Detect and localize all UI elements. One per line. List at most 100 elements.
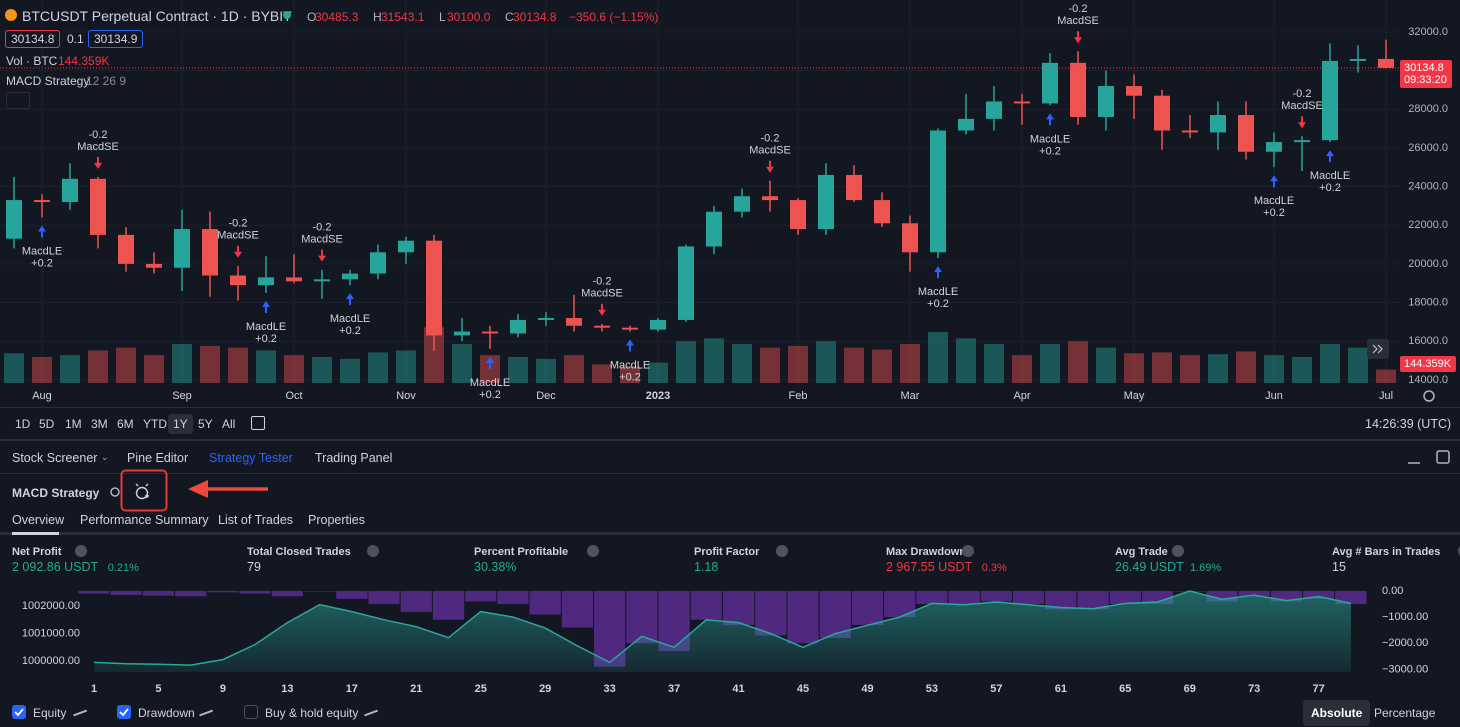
candle-body <box>1266 142 1282 152</box>
candle-body <box>6 200 22 239</box>
price-chart: 14000.0 16000.0 18000.0 20000.0 22000.0 24000… <box>0 3 1456 402</box>
clock: 14:26:39 (UTC) <box>1365 417 1452 431</box>
alert-icon[interactable] <box>135 486 149 500</box>
settings-icon[interactable] <box>110 487 120 497</box>
drawdown-bar <box>529 591 561 615</box>
timeframe-button[interactable]: 5D <box>39 417 55 431</box>
timeframe-button[interactable]: 1D <box>15 417 31 431</box>
volume-bar <box>4 353 24 383</box>
tab[interactable]: Stock Screener <box>12 451 98 465</box>
timeframe-button[interactable]: 1M <box>65 417 82 431</box>
subtab[interactable]: List of Trades <box>218 513 294 527</box>
price-tag-countdown: 09:33:20 <box>1404 74 1447 86</box>
signal-qty: -0.2 <box>593 276 612 288</box>
drawdown-bar <box>1335 591 1367 605</box>
subtab[interactable]: Properties <box>308 513 365 527</box>
ohlc-key: H <box>373 10 382 24</box>
candle-body <box>482 331 498 334</box>
signal-arrow <box>766 160 774 173</box>
info-icon <box>587 545 600 557</box>
signal-label: MacdSE <box>77 141 119 153</box>
drawdown-bar <box>1206 591 1238 602</box>
drawdown-bar <box>303 591 336 592</box>
drawdown-bar <box>78 591 110 594</box>
signal-label: MacdLE <box>610 359 650 371</box>
drawdown-bar <box>1109 591 1141 605</box>
volume-bar <box>704 338 724 383</box>
x-tick-label: 9 <box>220 683 226 695</box>
checkbox[interactable] <box>244 705 258 719</box>
divider <box>0 439 1460 441</box>
x-tick-label: 41 <box>732 683 744 695</box>
checkbox[interactable] <box>12 705 26 719</box>
candle-body <box>1154 95 1170 131</box>
x-tick-label: Jul <box>1379 390 1393 402</box>
candle-body <box>762 196 778 201</box>
ohlc-key: O <box>307 10 317 24</box>
toggle-label[interactable]: Buy & hold equity <box>265 706 359 720</box>
signal-arrow <box>38 225 46 238</box>
candle-body <box>734 196 750 212</box>
checkbox[interactable] <box>117 705 131 719</box>
subtab[interactable]: Overview <box>12 513 65 527</box>
settings-icon[interactable] <box>1423 390 1435 402</box>
timeframe-button[interactable]: 5Y <box>198 417 213 431</box>
signal-qty: +0.2 <box>31 257 53 269</box>
timeframe-button[interactable]: YTD <box>143 417 167 431</box>
drawdown-bar <box>465 591 497 602</box>
signal-arrow <box>598 303 606 316</box>
price-change: −350.6 (−1.15%) <box>569 10 659 24</box>
y-tick-label: 22000.0 <box>1408 219 1448 231</box>
tab[interactable]: Strategy Tester <box>209 451 293 465</box>
volume-bar <box>844 347 864 383</box>
panel-controls[interactable] <box>1400 448 1460 468</box>
volume-bar <box>1208 354 1228 383</box>
toggle-label[interactable]: Drawdown <box>138 706 195 720</box>
timeframe-button[interactable]: 3M <box>91 417 108 431</box>
volume-bar <box>116 347 136 383</box>
signal-arrow <box>346 293 354 306</box>
toggle-label[interactable]: Equity <box>33 706 67 720</box>
volume-bar <box>816 341 836 383</box>
volume-bar <box>452 344 472 383</box>
candle-body <box>594 325 610 328</box>
tab[interactable]: Trading Panel <box>315 451 393 465</box>
x-tick-label: 45 <box>797 683 809 695</box>
timeframe-button[interactable]: 6M <box>117 417 134 431</box>
metric-percent: 1.69% <box>1190 562 1222 574</box>
candle-body <box>34 200 50 203</box>
tab[interactable]: Pine Editor <box>127 451 189 465</box>
symbol-icon <box>5 9 17 21</box>
mode-button[interactable]: Absolute <box>1303 700 1371 726</box>
candle-body <box>1210 115 1226 133</box>
signal-arrow <box>1326 150 1334 163</box>
candle-body <box>790 200 806 230</box>
symbol: BTCUSDT Perpetual Contract · 1D · BYBIT <box>22 8 292 24</box>
scroll-button[interactable] <box>1367 339 1389 359</box>
ohlc-value: 30485.3 <box>315 10 359 24</box>
candle-body <box>62 178 78 203</box>
drawdown-bar <box>368 591 400 605</box>
signal-qty: +0.2 <box>619 371 641 383</box>
timeframe-button[interactable]: 1Y <box>168 414 193 434</box>
drawdown-bar <box>1012 591 1045 605</box>
metric-label: Net Profit <box>12 546 62 558</box>
signal-arrow <box>318 249 326 262</box>
collapse-button[interactable] <box>6 92 30 109</box>
info-icon <box>961 545 974 557</box>
mode-button[interactable]: Percentage <box>1374 706 1436 720</box>
signal-label: MacdLE <box>1310 170 1350 182</box>
metric-value: 26.49 USDT <box>1115 560 1184 574</box>
metric-label: Total Closed Trades <box>247 546 351 558</box>
x-tick-label: Feb <box>789 390 808 402</box>
candle-body <box>650 319 666 330</box>
calendar-icon[interactable] <box>251 416 265 430</box>
volume-bar <box>1068 341 1088 383</box>
signal-qty: +0.2 <box>479 389 501 401</box>
volume-bar <box>256 350 276 383</box>
timeframe-button[interactable]: All <box>222 417 236 431</box>
candle-body <box>454 331 470 336</box>
y-tick-label: 16000.0 <box>1408 335 1448 347</box>
candle-body <box>678 246 694 320</box>
subtab[interactable]: Performance Summary <box>80 513 209 527</box>
